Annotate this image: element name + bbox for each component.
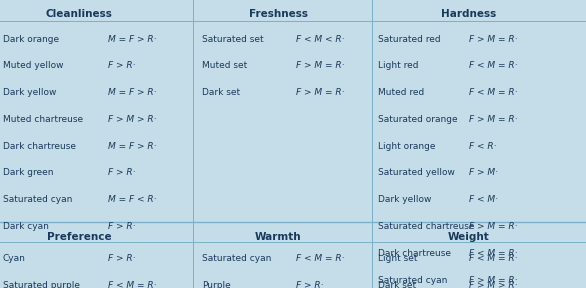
Text: Light orange: Light orange [378, 142, 435, 151]
Text: Light set: Light set [378, 254, 417, 263]
Text: Dark green: Dark green [3, 168, 53, 177]
Text: F < M = R·: F < M = R· [296, 254, 345, 263]
Text: Saturated cyan: Saturated cyan [378, 276, 447, 285]
Text: F < R·: F < R· [469, 142, 496, 151]
Text: F > M = R·: F > M = R· [469, 222, 517, 231]
Text: M = F > R·: M = F > R· [108, 142, 157, 151]
Text: F > M = R·: F > M = R· [469, 35, 517, 43]
Text: Dark cyan: Dark cyan [3, 222, 49, 231]
Text: Purple: Purple [202, 281, 231, 288]
Text: F > R·: F > R· [108, 168, 136, 177]
Text: F < M = R·: F < M = R· [108, 281, 157, 288]
Text: Cleanliness: Cleanliness [46, 9, 113, 19]
Text: F > R·: F > R· [108, 254, 136, 263]
Text: Saturated red: Saturated red [378, 35, 441, 43]
Text: M = F < R·: M = F < R· [108, 195, 157, 204]
Text: Freshness: Freshness [249, 9, 308, 19]
Text: Weight: Weight [448, 232, 490, 242]
Text: Dark set: Dark set [202, 88, 240, 97]
Text: F > M > R·: F > M > R· [469, 281, 517, 288]
Text: F < M = R·: F < M = R· [469, 88, 517, 97]
Text: Cyan: Cyan [3, 254, 26, 263]
Text: Dark chartreuse: Dark chartreuse [3, 142, 76, 151]
Text: Hardness: Hardness [441, 9, 496, 19]
Text: F > R·: F > R· [296, 281, 323, 288]
Text: Dark orange: Dark orange [3, 35, 59, 43]
Text: Light red: Light red [378, 61, 418, 70]
Text: F > M = R·: F > M = R· [469, 276, 517, 285]
Text: Dark chartreuse: Dark chartreuse [378, 249, 451, 258]
Text: Saturated orange: Saturated orange [378, 115, 458, 124]
Text: F > M = R·: F > M = R· [296, 88, 345, 97]
Text: Dark yellow: Dark yellow [378, 195, 431, 204]
Text: Muted red: Muted red [378, 88, 424, 97]
Text: M = F > R·: M = F > R· [108, 88, 157, 97]
Text: Saturated set: Saturated set [202, 35, 264, 43]
Text: Saturated purple: Saturated purple [3, 281, 80, 288]
Text: Preference: Preference [47, 232, 111, 242]
Text: Saturated cyan: Saturated cyan [3, 195, 72, 204]
Text: F > M = R·: F > M = R· [469, 115, 517, 124]
Text: F < M·: F < M· [469, 195, 498, 204]
Text: F > R·: F > R· [108, 61, 136, 70]
Text: F > R·: F > R· [108, 222, 136, 231]
Text: F < M = R·: F < M = R· [469, 254, 517, 263]
Text: Dark set: Dark set [378, 281, 416, 288]
Text: F < M = R·: F < M = R· [469, 61, 517, 70]
Text: Dark yellow: Dark yellow [3, 88, 56, 97]
Text: Warmth: Warmth [255, 232, 302, 242]
Text: Saturated yellow: Saturated yellow [378, 168, 455, 177]
Text: Saturated cyan: Saturated cyan [202, 254, 271, 263]
Text: F > M > R·: F > M > R· [108, 115, 157, 124]
Text: Muted chartreuse: Muted chartreuse [3, 115, 83, 124]
Text: F < M < R·: F < M < R· [296, 35, 345, 43]
Text: M = F > R·: M = F > R· [108, 35, 157, 43]
Text: Muted set: Muted set [202, 61, 247, 70]
Text: Muted yellow: Muted yellow [3, 61, 63, 70]
Text: F < M = R·: F < M = R· [469, 249, 517, 258]
Text: F > M = R·: F > M = R· [296, 61, 345, 70]
Text: F > M·: F > M· [469, 168, 498, 177]
Text: Saturated chartreuse: Saturated chartreuse [378, 222, 475, 231]
